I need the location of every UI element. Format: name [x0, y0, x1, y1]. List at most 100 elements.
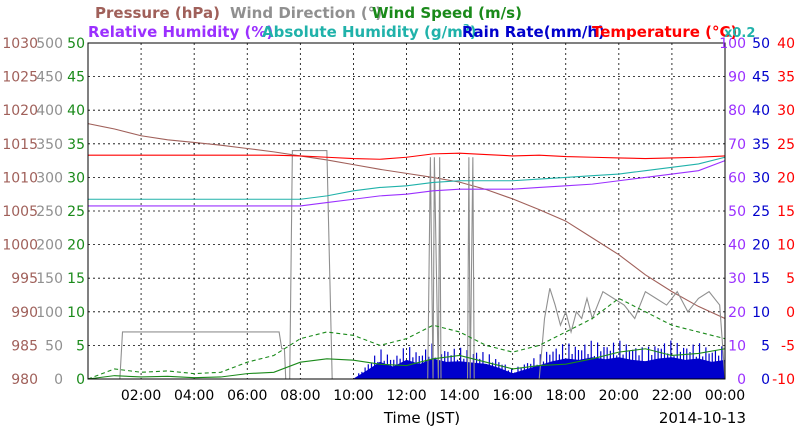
tick-label-right-1: 45	[752, 70, 770, 86]
tick-label-right-1: 15	[752, 271, 770, 287]
legend-entry-close: )	[470, 23, 477, 41]
series-wind-speed-m-s	[87, 348, 726, 380]
tick-label-left-1: 500	[36, 36, 63, 52]
legend-entry-text: Pressure (hPa)	[95, 4, 220, 22]
legend-entry-4: Absolute Humidity (g/m3)	[262, 23, 477, 41]
tick-label-left-1: 150	[36, 271, 63, 287]
tick-label-left-2: 5	[76, 338, 85, 354]
tick-label-right-2: 35	[777, 70, 795, 86]
legend-entry-text: Wind Speed (m/s)	[372, 4, 522, 22]
legend-entry-text: Temperature (°C)	[592, 23, 737, 41]
legend-entry-text: Absolute Humidity (g/m	[262, 23, 463, 41]
tick-label-left-0: 1020	[2, 103, 38, 119]
legend-entry-1: Wind Direction (°)	[230, 4, 382, 22]
legend-entry-2: Wind Speed (m/s)	[372, 4, 522, 22]
legend-entry-0: Pressure (hPa)	[95, 4, 220, 22]
x-axis-label: Time (JST)	[383, 409, 460, 427]
tick-label-right-2: 10	[777, 238, 795, 254]
tick-label-right-0: 10	[728, 338, 746, 354]
tick-label-right-1: 30	[752, 170, 770, 186]
series-relative-humidity	[88, 160, 726, 207]
legend-entry-6: Temperature (°C)	[592, 23, 737, 41]
tick-label-left-0: 1015	[2, 137, 38, 153]
x-tick-label: 20:00	[599, 388, 639, 404]
tick-label-right-0: 90	[728, 70, 746, 86]
x-tick-label: 16:00	[492, 388, 532, 404]
tick-label-left-2: 35	[67, 137, 85, 153]
tick-label-left-1: 0	[54, 372, 63, 388]
tick-label-right-0: 30	[728, 271, 746, 287]
tick-label-left-1: 450	[36, 70, 63, 86]
tick-label-right-2: 25	[777, 137, 795, 153]
series-layer	[87, 123, 726, 380]
series-pressure-hpa	[87, 123, 726, 320]
tick-label-left-2: 50	[67, 36, 85, 52]
tick-label-left-0: 995	[11, 271, 38, 287]
tick-label-right-0: 70	[728, 137, 746, 153]
tick-label-right-0: 20	[728, 305, 746, 321]
tick-label-right-2: 0	[786, 305, 795, 321]
x-tick-label: 08:00	[280, 388, 320, 404]
tick-label-left-0: 985	[11, 338, 38, 354]
tick-label-right-0: 50	[728, 204, 746, 220]
tick-label-right-0: 60	[728, 170, 746, 186]
tick-label-right-2: -10	[772, 372, 795, 388]
legend-entry-3: Relative Humidity (%)	[88, 23, 273, 41]
legend-entry-text: Rain Rate(mm/h)	[462, 23, 605, 41]
tick-label-right-0: 80	[728, 103, 746, 119]
right-axes: 0102030405060708090100051015202530354045…	[719, 36, 795, 388]
series-wind-gust-m-s	[87, 297, 726, 380]
legend-entry-superscript: 3	[463, 23, 470, 34]
x-tick-label: 18:00	[546, 388, 586, 404]
tick-label-left-2: 10	[67, 305, 85, 321]
tick-label-right-2: 40	[777, 36, 795, 52]
tick-label-right-1: 10	[752, 305, 770, 321]
legend-entry-text: Relative Humidity (%)	[88, 23, 273, 41]
tick-label-left-2: 25	[67, 204, 85, 220]
x-axis: 02:00 04:00 06:00 08:00 10:00 12:00 14:00 16:00…	[121, 388, 746, 427]
date-label: 2014-10-13	[659, 409, 746, 427]
tick-label-left-1: 350	[36, 137, 63, 153]
x-tick-label: 22:00	[652, 388, 692, 404]
tick-label-left-2: 45	[67, 70, 85, 86]
tick-label-left-0: 990	[11, 305, 38, 321]
tick-label-right-2: -5	[781, 338, 795, 354]
tick-label-right-2: 5	[786, 271, 795, 287]
tick-label-left-1: 100	[36, 305, 63, 321]
tick-label-left-0: 1005	[2, 204, 38, 220]
legend-entry-5: Rain Rate(mm/h)	[462, 23, 605, 41]
tick-label-right-1: 25	[752, 204, 770, 220]
tick-label-left-1: 250	[36, 204, 63, 220]
tick-label-right-1: 20	[752, 238, 770, 254]
tick-label-right-2: 20	[777, 170, 795, 186]
tick-label-left-0: 1030	[2, 36, 38, 52]
series-absolute-humidity-g-m3-x0-2	[88, 156, 726, 200]
tick-label-right-1: 5	[761, 338, 770, 354]
tick-label-right-1: 50	[752, 36, 770, 52]
tick-label-left-2: 20	[67, 238, 85, 254]
tick-label-left-1: 50	[45, 338, 63, 354]
x-tick-label: 04:00	[174, 388, 214, 404]
tick-label-right-0: 0	[737, 372, 746, 388]
tick-label-left-0: 1025	[2, 70, 38, 86]
tick-label-right-0: 40	[728, 238, 746, 254]
x-tick-label: 12:00	[386, 388, 426, 404]
grid	[88, 43, 725, 379]
legend: Pressure (hPa) Wind Direction (°)Wind Spe…	[88, 4, 755, 41]
tick-label-left-0: 1010	[2, 170, 38, 186]
tick-label-left-1: 200	[36, 238, 63, 254]
x-tick-label: 14:00	[439, 388, 479, 404]
tick-label-left-2: 40	[67, 103, 85, 119]
plot-frame	[87, 42, 726, 380]
tick-label-left-1: 400	[36, 103, 63, 119]
tick-label-left-0: 1000	[2, 238, 38, 254]
left-axes: 9809859909951000100510101015102010251030…	[2, 36, 85, 388]
legend-entry-text: Wind Direction (°)	[230, 4, 382, 22]
tick-label-right-2: 30	[777, 103, 795, 119]
series-temperature-c	[88, 152, 726, 160]
tick-label-left-2: 0	[76, 372, 85, 388]
x-tick-label: 10:00	[333, 388, 373, 404]
tick-label-left-2: 15	[67, 271, 85, 287]
tick-label-right-1: 0	[761, 372, 770, 388]
